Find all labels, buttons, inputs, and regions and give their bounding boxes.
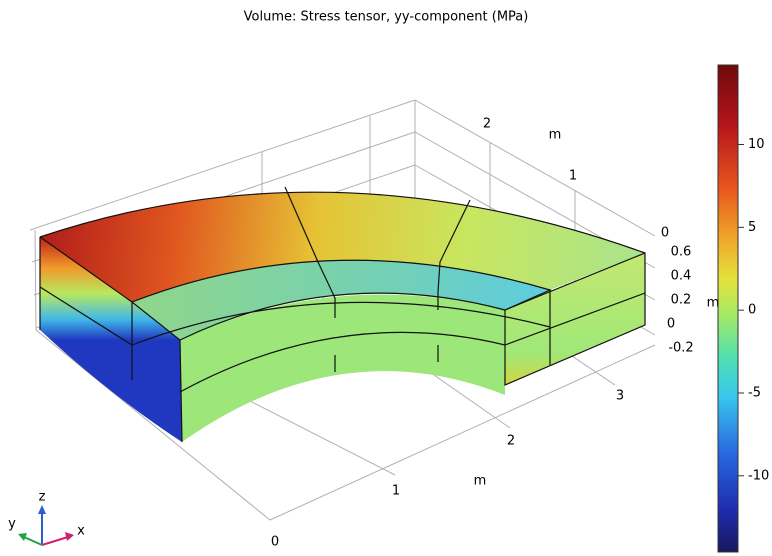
- y-tick-label: 0: [661, 226, 669, 241]
- z-axis-label: m: [707, 296, 720, 311]
- colorbar-tick-label: -10: [748, 468, 769, 483]
- x-tick-label: 1: [392, 484, 400, 499]
- y-tick-label: 1: [569, 169, 577, 184]
- triad-y: y: [8, 517, 16, 532]
- colorbar: [717, 64, 739, 553]
- z-tick-label: 0.4: [671, 269, 692, 284]
- axis-labels: 0 1 2 3 m 2 1 0 m 0.6 0.4 0.2 0 -0.2 m: [271, 117, 719, 550]
- front-face: [180, 294, 505, 442]
- triad-z: z: [39, 490, 46, 505]
- x-axis-label: m: [474, 474, 487, 489]
- colorbar-tick-label: 10: [748, 137, 765, 152]
- triad: z x y: [8, 490, 85, 546]
- colorbar-tick-label: 5: [748, 220, 756, 235]
- inner-face: [132, 260, 550, 340]
- geometry: [39, 186, 646, 443]
- z-tick-label: -0.2: [668, 341, 693, 356]
- triad-x: x: [77, 524, 85, 539]
- z-tick-label: 0.6: [671, 245, 692, 260]
- colorbar-tick-label: -5: [748, 385, 761, 400]
- x-tick-label: 0: [271, 535, 279, 550]
- colorbar-tick-label: 0: [748, 303, 756, 318]
- x-tick-label: 2: [507, 434, 515, 449]
- colorbar-ticks: 10 5 0 -5 -10: [738, 137, 769, 483]
- y-tick-label: 2: [483, 117, 491, 132]
- left-face: [40, 237, 182, 442]
- plot-title: Volume: Stress tensor, yy-component (MPa…: [244, 10, 529, 25]
- top-face: [40, 192, 645, 302]
- y-axis-label: m: [549, 128, 562, 143]
- x-tick-label: 3: [616, 389, 624, 404]
- z-tick-label: 0.2: [671, 293, 692, 308]
- z-tick-label: 0: [667, 317, 675, 332]
